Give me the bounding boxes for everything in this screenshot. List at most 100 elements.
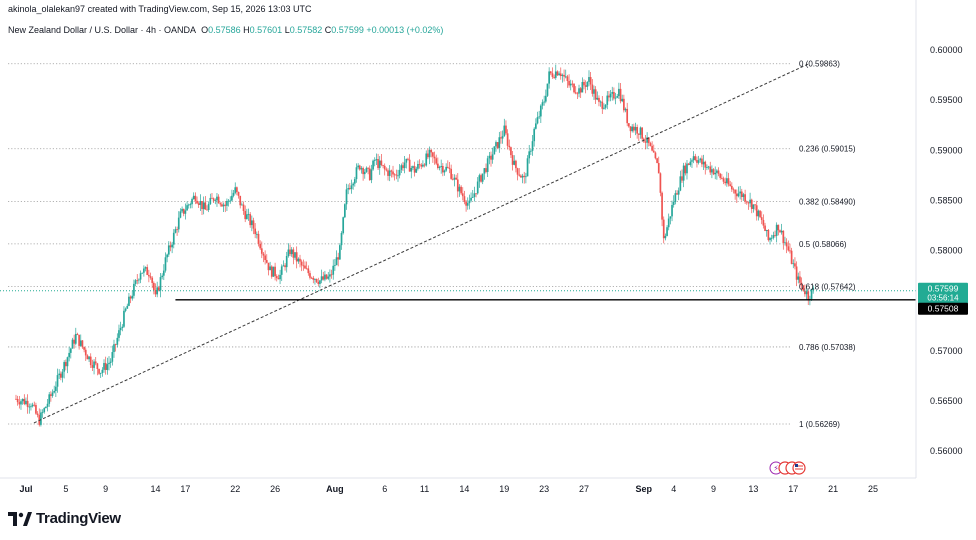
candle-body (541, 102, 544, 106)
candle-body (450, 168, 452, 179)
candle-body (568, 80, 570, 86)
candle-body (148, 274, 150, 277)
candle-body (166, 254, 168, 258)
candle-body (347, 188, 350, 190)
candle-body (164, 257, 167, 271)
economic-events[interactable]: ⚡ (769, 461, 806, 475)
candle-body (564, 76, 567, 78)
candle-body (691, 160, 693, 162)
low-label: L (284, 25, 290, 35)
candle-body (716, 170, 718, 173)
candle-body (558, 73, 560, 76)
candle-body (699, 158, 702, 161)
candle-body (779, 230, 781, 233)
candle-body (111, 352, 114, 362)
candle-body (128, 296, 130, 306)
candle-body (398, 169, 401, 176)
candle-body (96, 363, 99, 370)
candle-body (530, 150, 532, 152)
symbol-title[interactable]: New Zealand Dollar / U.S. Dollar · 4h · … (8, 25, 197, 35)
candle-body (307, 268, 310, 274)
candle-body (584, 85, 587, 87)
candle-body (327, 276, 330, 279)
candle-body (448, 167, 451, 169)
candle-body (187, 204, 190, 206)
candle-body (666, 227, 668, 236)
candle-body (423, 164, 426, 166)
tradingview-logo[interactable]: TradingView (8, 510, 121, 527)
fib-level-label: 0.236 (0.59015) (799, 145, 856, 154)
candle-body (782, 230, 785, 243)
candle-body (114, 344, 117, 346)
candle-body (48, 394, 51, 404)
candle-body (730, 185, 733, 190)
candle-body (732, 189, 735, 191)
candle-body (269, 266, 271, 271)
candle-body (330, 274, 333, 276)
plot-area[interactable] (0, 0, 916, 478)
candle-body (365, 167, 368, 172)
candle-body (295, 252, 298, 262)
candle-body (591, 84, 594, 94)
candle-body (329, 274, 331, 277)
event-us-flag-icon-3[interactable] (792, 461, 806, 475)
candle-body (131, 295, 134, 299)
candle-body (279, 274, 281, 280)
candle-body (139, 273, 142, 280)
candle-body (71, 339, 74, 349)
candle-body (674, 193, 677, 202)
candle-body (229, 200, 232, 202)
candle-body (212, 198, 215, 201)
time-tick-label: 19 (499, 484, 509, 494)
candle-body (412, 166, 414, 168)
candle-body (553, 76, 555, 78)
price-axis[interactable]: 0.60000 0.59500 0.59000 0.58500 0.58000 0.575… (930, 45, 963, 456)
candle-body (724, 181, 727, 184)
candle-body (31, 404, 34, 407)
candle-body (491, 154, 494, 160)
candle-body (755, 205, 758, 217)
candle-body (402, 165, 404, 169)
high-value: 0.57601 (249, 25, 283, 35)
candle-body (543, 101, 546, 103)
candle-body (322, 276, 325, 280)
fibonacci-levels (8, 63, 790, 425)
candle-body (265, 260, 268, 263)
candle-body (456, 179, 459, 192)
candle-body (749, 199, 751, 204)
candle-body (246, 214, 248, 220)
candle-body (613, 92, 615, 99)
candle-body (199, 201, 202, 205)
candle-body (395, 174, 398, 176)
candle-body (438, 166, 441, 169)
candle-body (485, 168, 487, 172)
open-value: 0.57586 (208, 25, 241, 35)
candle-body (368, 168, 371, 181)
candle-body (500, 137, 502, 139)
candle-body (734, 190, 736, 194)
candle-body (641, 127, 643, 139)
time-tick-label: Jul (19, 484, 32, 494)
candle-body (797, 276, 800, 280)
candle-body (677, 190, 680, 195)
candle-body (722, 178, 725, 182)
candle-body (304, 265, 306, 269)
time-axis[interactable]: Jul 5 9 14 17 22 26 Aug 6 11 14 19 23 27 Sep 4 9 13 17 21 25 (19, 484, 878, 494)
candle-body (422, 164, 424, 167)
candle-body (521, 175, 524, 178)
trendline[interactable] (33, 63, 809, 424)
candle-body (578, 88, 580, 94)
candle-body (593, 89, 595, 94)
candle-body (415, 168, 418, 173)
candle-body (184, 210, 187, 214)
candle-body (621, 98, 624, 102)
candle-body (174, 229, 177, 233)
candle-body (292, 249, 295, 258)
candle-body (297, 258, 300, 262)
candle-body (59, 373, 62, 378)
candle-body (740, 191, 743, 198)
candle-body (652, 150, 655, 153)
candle-body (232, 192, 235, 196)
